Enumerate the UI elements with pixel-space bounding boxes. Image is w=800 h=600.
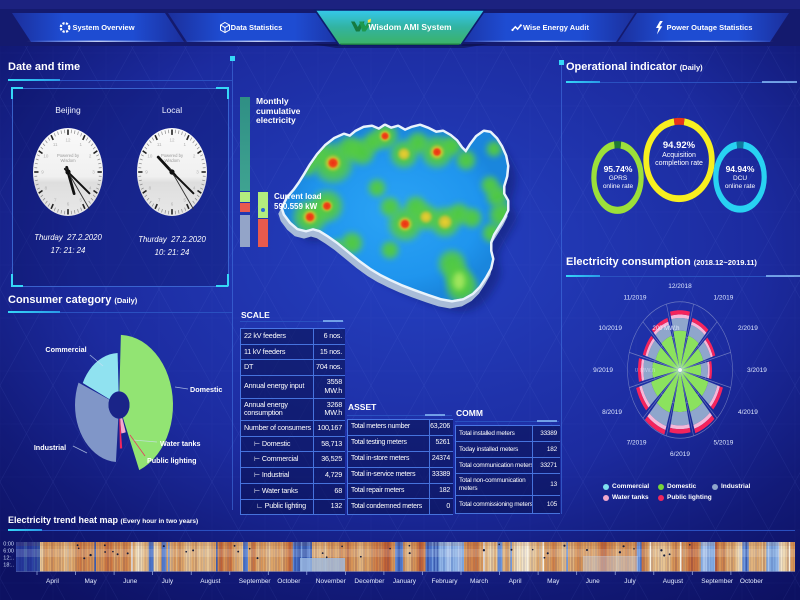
svg-text:October: October <box>277 578 301 585</box>
svg-text:12:..: 12:.. <box>3 556 14 562</box>
svg-text:Water tanks: Water tanks <box>160 439 200 448</box>
svg-text:1: 1 <box>184 142 187 147</box>
svg-text:July: July <box>624 578 636 585</box>
svg-text:Domestic: Domestic <box>190 385 222 394</box>
svg-text:Wisdom: Wisdom <box>60 158 76 163</box>
svg-text:10: 10 <box>43 154 49 159</box>
svg-text:200 MW.h: 200 MW.h <box>652 326 679 332</box>
svg-text:10/2019: 10/2019 <box>599 325 623 332</box>
svg-text:6:00: 6:00 <box>3 549 14 555</box>
svg-text:2/2019: 2/2019 <box>738 325 758 332</box>
svg-text:0:00: 0:00 <box>3 542 14 548</box>
svg-text:3/2019: 3/2019 <box>747 367 767 374</box>
svg-text:November: November <box>316 578 347 585</box>
svg-text:12: 12 <box>65 138 71 143</box>
svg-text:9: 9 <box>41 170 44 175</box>
svg-text:January: January <box>393 578 417 585</box>
svg-text:March: March <box>470 578 488 585</box>
svg-text:5: 5 <box>184 197 187 202</box>
svg-text:9/2019: 9/2019 <box>593 367 613 374</box>
svg-text:18:..: 18:.. <box>3 563 14 569</box>
svg-text:5: 5 <box>80 197 83 202</box>
svg-text:12: 12 <box>169 138 175 143</box>
svg-text:5/2019: 5/2019 <box>714 440 734 447</box>
svg-text:Commercial: Commercial <box>45 345 86 354</box>
svg-text:1: 1 <box>80 142 83 147</box>
svg-text:June: June <box>123 578 137 585</box>
svg-text:April: April <box>509 578 523 585</box>
svg-text:May: May <box>85 578 98 585</box>
svg-text:3: 3 <box>92 170 95 175</box>
svg-text:Data Statistics: Data Statistics <box>231 23 283 32</box>
svg-text:September: September <box>701 578 734 585</box>
svg-text:December: December <box>354 578 385 585</box>
svg-text:Power Outage Statistics: Power Outage Statistics <box>667 23 753 32</box>
svg-text:Public lighting: Public lighting <box>147 456 197 465</box>
svg-text:July: July <box>162 578 174 585</box>
svg-text:September: September <box>239 578 272 585</box>
svg-text:System Overview: System Overview <box>72 23 134 32</box>
svg-text:2: 2 <box>193 154 196 159</box>
svg-text:11: 11 <box>157 142 162 147</box>
svg-text:6: 6 <box>171 202 174 207</box>
svg-text:August: August <box>200 578 220 585</box>
svg-text:8: 8 <box>149 186 152 191</box>
svg-text:February: February <box>432 578 459 585</box>
svg-text:8/2019: 8/2019 <box>602 409 622 416</box>
svg-text:Wise Energy Audit: Wise Energy Audit <box>523 23 589 32</box>
svg-text:4: 4 <box>89 186 92 191</box>
svg-text:6: 6 <box>67 202 70 207</box>
svg-text:6/2019: 6/2019 <box>670 451 690 458</box>
svg-text:June: June <box>586 578 600 585</box>
svg-text:1/2019: 1/2019 <box>714 294 734 301</box>
svg-text:11/2019: 11/2019 <box>623 294 646 301</box>
svg-text:12/2018: 12/2018 <box>668 283 692 290</box>
svg-text:Powered by: Powered by <box>57 153 80 158</box>
svg-text:7: 7 <box>158 197 161 202</box>
svg-text:11: 11 <box>53 142 58 147</box>
svg-text:0 MW.h: 0 MW.h <box>635 368 655 374</box>
svg-text:Wisdom AMI System: Wisdom AMI System <box>368 22 452 32</box>
svg-text:Industrial: Industrial <box>34 443 66 452</box>
svg-text:Beijing: Beijing <box>55 105 81 115</box>
svg-text:9: 9 <box>145 170 148 175</box>
svg-text:Wisdom: Wisdom <box>164 158 180 163</box>
svg-text:2: 2 <box>89 154 92 159</box>
svg-text:7: 7 <box>54 197 57 202</box>
svg-text:April: April <box>46 578 60 585</box>
svg-text:4/2019: 4/2019 <box>738 409 758 416</box>
svg-text:Powered by: Powered by <box>161 153 184 158</box>
svg-text:3: 3 <box>196 170 199 175</box>
svg-text:October: October <box>740 578 764 585</box>
svg-text:8: 8 <box>45 186 48 191</box>
svg-text:7/2019: 7/2019 <box>627 440 647 447</box>
svg-text:10: 10 <box>147 154 153 159</box>
svg-text:May: May <box>547 578 560 585</box>
svg-text:4: 4 <box>193 186 196 191</box>
svg-text:August: August <box>663 578 683 585</box>
svg-text:Local: Local <box>162 105 182 115</box>
